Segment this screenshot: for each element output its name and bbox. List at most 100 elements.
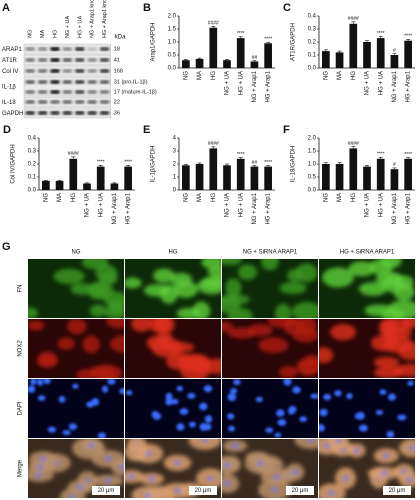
bar xyxy=(195,164,204,190)
cell xyxy=(260,259,279,271)
cell xyxy=(399,439,415,458)
cells-blur xyxy=(28,259,124,318)
cells xyxy=(322,259,415,318)
significance-label: **** xyxy=(377,152,385,158)
protein-label: AT1R xyxy=(2,58,18,64)
band xyxy=(87,100,97,104)
band xyxy=(50,111,60,115)
lane-label: NG + UA xyxy=(65,16,71,38)
nucleus xyxy=(358,424,368,432)
nucleus xyxy=(176,385,184,392)
cell xyxy=(295,263,318,283)
nucleus xyxy=(207,475,214,481)
x-tick-label: HG xyxy=(211,193,217,202)
band-row xyxy=(25,58,110,62)
nucleus xyxy=(119,464,124,470)
band-row xyxy=(25,69,110,73)
nucleus xyxy=(227,413,235,420)
y-axis-label: AT1R/GAPDH xyxy=(291,23,297,61)
band xyxy=(25,111,35,115)
cell xyxy=(379,319,398,338)
cell xyxy=(131,486,165,498)
scale-bar-label: 20 μm xyxy=(195,488,212,494)
cell xyxy=(358,282,387,296)
nucleus xyxy=(189,421,196,428)
y-tick-label: 0.5 xyxy=(168,53,177,59)
bar xyxy=(209,148,218,190)
scale-bar-label: 20 μm xyxy=(98,488,115,494)
x-tick-label: HG + UA xyxy=(98,193,104,217)
band xyxy=(37,111,48,115)
significance-label: **** xyxy=(264,37,272,43)
band xyxy=(50,47,60,51)
nucleus xyxy=(375,409,384,416)
bar xyxy=(236,38,245,68)
bar xyxy=(42,180,50,190)
x-tick-label: HG xyxy=(211,71,217,80)
band xyxy=(25,69,35,73)
y-tick-label: 0 xyxy=(173,188,177,194)
y-tick-label: 1 xyxy=(173,175,177,181)
cell xyxy=(247,323,273,337)
nucleus xyxy=(397,414,407,421)
x-tick-label: HG + UA xyxy=(238,71,244,95)
column-header: HG xyxy=(169,250,178,256)
y-tick-label: 0.0 xyxy=(28,188,37,194)
cell xyxy=(291,302,318,318)
cell xyxy=(258,337,289,353)
band xyxy=(37,58,48,62)
cells-blur xyxy=(125,259,221,318)
nucleus xyxy=(101,385,109,393)
cell xyxy=(222,474,240,493)
column-header: HG + SiRNA ARAP1 xyxy=(340,250,395,256)
significance-label: #### xyxy=(208,21,219,27)
nucleus xyxy=(407,380,414,386)
band xyxy=(87,111,97,115)
nucleus xyxy=(265,427,274,433)
y-tick-label: 0.0 xyxy=(308,66,317,72)
nucleus xyxy=(144,493,151,498)
nucleus xyxy=(174,488,181,494)
kda-label: 22 xyxy=(114,99,120,105)
band xyxy=(25,58,35,62)
nucleus xyxy=(255,396,263,403)
band xyxy=(50,80,60,84)
band xyxy=(99,90,110,94)
cells-blur xyxy=(319,319,415,378)
nucleus xyxy=(37,395,46,401)
nucleus xyxy=(233,379,241,386)
band xyxy=(87,69,97,73)
panel-letter: G xyxy=(2,241,11,253)
bar xyxy=(182,165,190,190)
kda-header: kDa xyxy=(115,35,126,41)
kda-label: 31 (pro-IL-1β) xyxy=(114,79,148,85)
nucleus xyxy=(148,476,155,482)
band xyxy=(37,80,48,84)
y-tick-label: 2.0 xyxy=(168,14,177,20)
cells-blur xyxy=(222,319,318,378)
band xyxy=(87,47,97,51)
band xyxy=(37,100,48,104)
cell xyxy=(319,483,346,498)
panel-letter: C xyxy=(283,2,291,14)
significance-label: #### xyxy=(68,151,79,157)
cell xyxy=(70,283,94,295)
band xyxy=(37,69,48,73)
nucleus xyxy=(145,450,152,456)
nucleus xyxy=(274,432,282,438)
nucleus xyxy=(299,416,308,422)
panel-letter: F xyxy=(283,124,290,136)
cell xyxy=(322,267,354,288)
band xyxy=(75,69,85,73)
nucleus xyxy=(119,387,124,395)
y-axis-label: Col IV/GAPDH xyxy=(11,144,17,183)
band-row xyxy=(25,90,110,94)
bar xyxy=(404,40,412,68)
nucleus xyxy=(204,415,213,423)
x-tick-label: MA xyxy=(337,71,343,80)
cell xyxy=(28,307,39,318)
bar xyxy=(335,164,344,190)
cell xyxy=(53,268,85,285)
nucleus xyxy=(35,472,42,478)
